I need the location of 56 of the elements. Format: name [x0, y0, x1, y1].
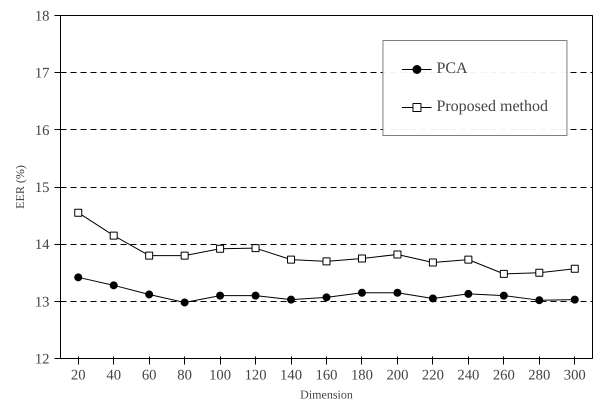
x-tick-label: 60: [142, 368, 156, 384]
legend-label: Proposed method: [436, 98, 548, 116]
x-tick-label: 280: [528, 368, 550, 384]
y-tick-label: 14: [34, 237, 50, 254]
point: [535, 268, 544, 277]
x-tick-label: 220: [422, 368, 444, 384]
point: [570, 296, 579, 304]
point: [322, 293, 330, 302]
point: [358, 254, 366, 262]
y-tick-label: 12: [34, 352, 50, 368]
point: [180, 298, 189, 306]
y-tick-label: 17: [34, 66, 50, 82]
y-tick-label: 15: [34, 180, 50, 196]
y-tick-label: 16: [34, 122, 50, 139]
point: [180, 252, 189, 260]
point: [535, 296, 544, 304]
x-tick-label: 100: [209, 368, 232, 384]
point: [428, 258, 437, 266]
point: [500, 270, 508, 278]
legend-label: PCA: [436, 60, 468, 78]
x-axis-title: Dimension: [300, 388, 353, 402]
x-tick-label: 20: [70, 368, 86, 384]
point: [252, 292, 260, 300]
point: [145, 290, 154, 298]
x-tick-label: 300: [564, 368, 586, 384]
point: [287, 296, 296, 304]
point: [393, 250, 402, 258]
point: [74, 273, 82, 282]
point: [428, 294, 437, 302]
y-tick-label: 18: [34, 8, 50, 24]
x-tick-label: 120: [244, 368, 267, 384]
point: [358, 288, 366, 297]
point: [393, 288, 402, 297]
x-tick-label: 200: [386, 368, 408, 384]
point: [500, 292, 508, 300]
point: [252, 244, 260, 252]
point: [570, 264, 579, 273]
point: [287, 256, 296, 264]
point: [145, 252, 154, 260]
point: [464, 290, 472, 298]
point: [464, 256, 472, 264]
point: [74, 208, 82, 217]
point: [322, 257, 330, 266]
point: [216, 244, 224, 253]
y-axis-title: EER (%): [12, 165, 27, 209]
x-tick-label: 40: [106, 368, 122, 384]
x-tick-label: 180: [350, 368, 373, 384]
x-tick-label: 260: [492, 368, 515, 384]
point: [216, 292, 224, 300]
x-tick-label: 80: [177, 368, 192, 384]
x-tick-label: 140: [280, 368, 302, 384]
point: [110, 232, 118, 240]
x-tick-label: 160: [316, 368, 338, 384]
y-tick-label: 13: [34, 294, 50, 310]
point: [110, 281, 118, 290]
x-tick-label: 240: [457, 368, 480, 384]
